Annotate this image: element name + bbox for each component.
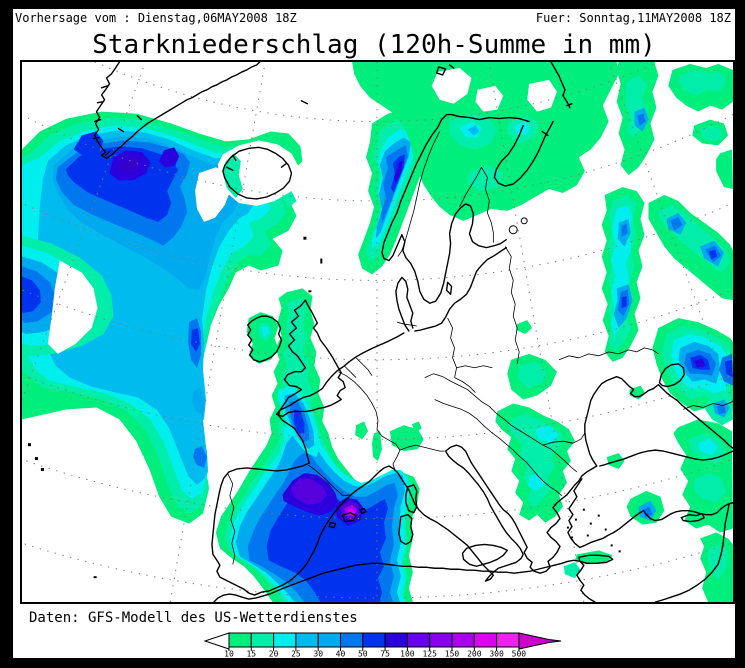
country-borders: [227, 131, 733, 565]
great-britain-coast: [275, 299, 346, 418]
legend-cell: [273, 632, 297, 648]
legend-cell: [295, 632, 319, 648]
forecast-init-label: Vorhersage vom : Dienstag,06MAY2008 18Z: [15, 11, 297, 25]
forecast-valid-label: Fuer: Sonntag,11MAY2008 18Z: [535, 11, 731, 25]
legend-cell: [406, 632, 431, 648]
precipitation-legend: 10 15 20 25 30 40 50 75 100 125 150 200 300 500: [203, 632, 562, 659]
legend-label: 40: [336, 650, 346, 659]
svalbard-novaya-zemlya-coast: [300, 62, 573, 109]
denmark-coast: [395, 276, 414, 332]
legend-label: 30: [313, 650, 323, 659]
legend-ticks: [228, 647, 520, 651]
data-source-label: Daten: GFS-Modell des US-Wetterdienstes: [29, 610, 358, 626]
page-title: Starkniederschlag (120h-Summe in mm): [92, 30, 656, 60]
greenland-coast: [92, 62, 261, 159]
legend-label: 125: [422, 650, 437, 659]
legend-label: 150: [445, 650, 460, 659]
north-africa-coast: [213, 559, 596, 602]
black-sea-coast: [584, 363, 733, 467]
legend-label: 300: [489, 650, 504, 659]
continental-europe-coast: [211, 332, 598, 596]
legend-label: 500: [512, 650, 527, 659]
baltic-coast: [414, 246, 507, 332]
mediterranean-islands: [328, 281, 705, 567]
legend-cell: [496, 632, 520, 648]
legend-label: 20: [269, 650, 279, 659]
legend-label: 100: [400, 650, 415, 659]
legend-cells: [228, 632, 520, 648]
legend-overflow-arrow: [518, 632, 562, 650]
europe-precipitation-map: [20, 60, 735, 604]
legend-label: 15: [246, 650, 256, 659]
iceland-coast: [222, 146, 293, 200]
white-sea-coast: [493, 120, 554, 187]
precipitation-fill-layer: [22, 62, 733, 602]
legend-label: 50: [358, 650, 368, 659]
legend-cell: [451, 632, 475, 648]
legend-labels: 10 15 20 25 30 40 50 75 100 125 150 200 300 500: [224, 650, 526, 659]
legend-label: 75: [380, 650, 390, 659]
legend-label: 200: [467, 650, 482, 659]
lakes: [508, 217, 528, 235]
content-panel: Vorhersage vom : Dienstag,06MAY2008 18Z …: [13, 9, 735, 658]
legend-cell: [429, 632, 453, 648]
legend-cell: [473, 632, 498, 648]
map-canvas: [22, 62, 733, 602]
legend-cell: [340, 632, 364, 648]
legend-underflow-arrow: [203, 632, 230, 650]
graticule-layer: [22, 62, 733, 602]
legend-cell: [317, 632, 341, 648]
legend-cell: [362, 632, 386, 648]
legend-cell: [228, 632, 252, 648]
legend-cell: [384, 632, 408, 648]
small-islands: [27, 236, 621, 579]
legend-label: 10: [224, 650, 234, 659]
legend-cell: [250, 632, 275, 648]
ireland-coast: [247, 315, 283, 363]
legend-label: 25: [291, 650, 301, 659]
